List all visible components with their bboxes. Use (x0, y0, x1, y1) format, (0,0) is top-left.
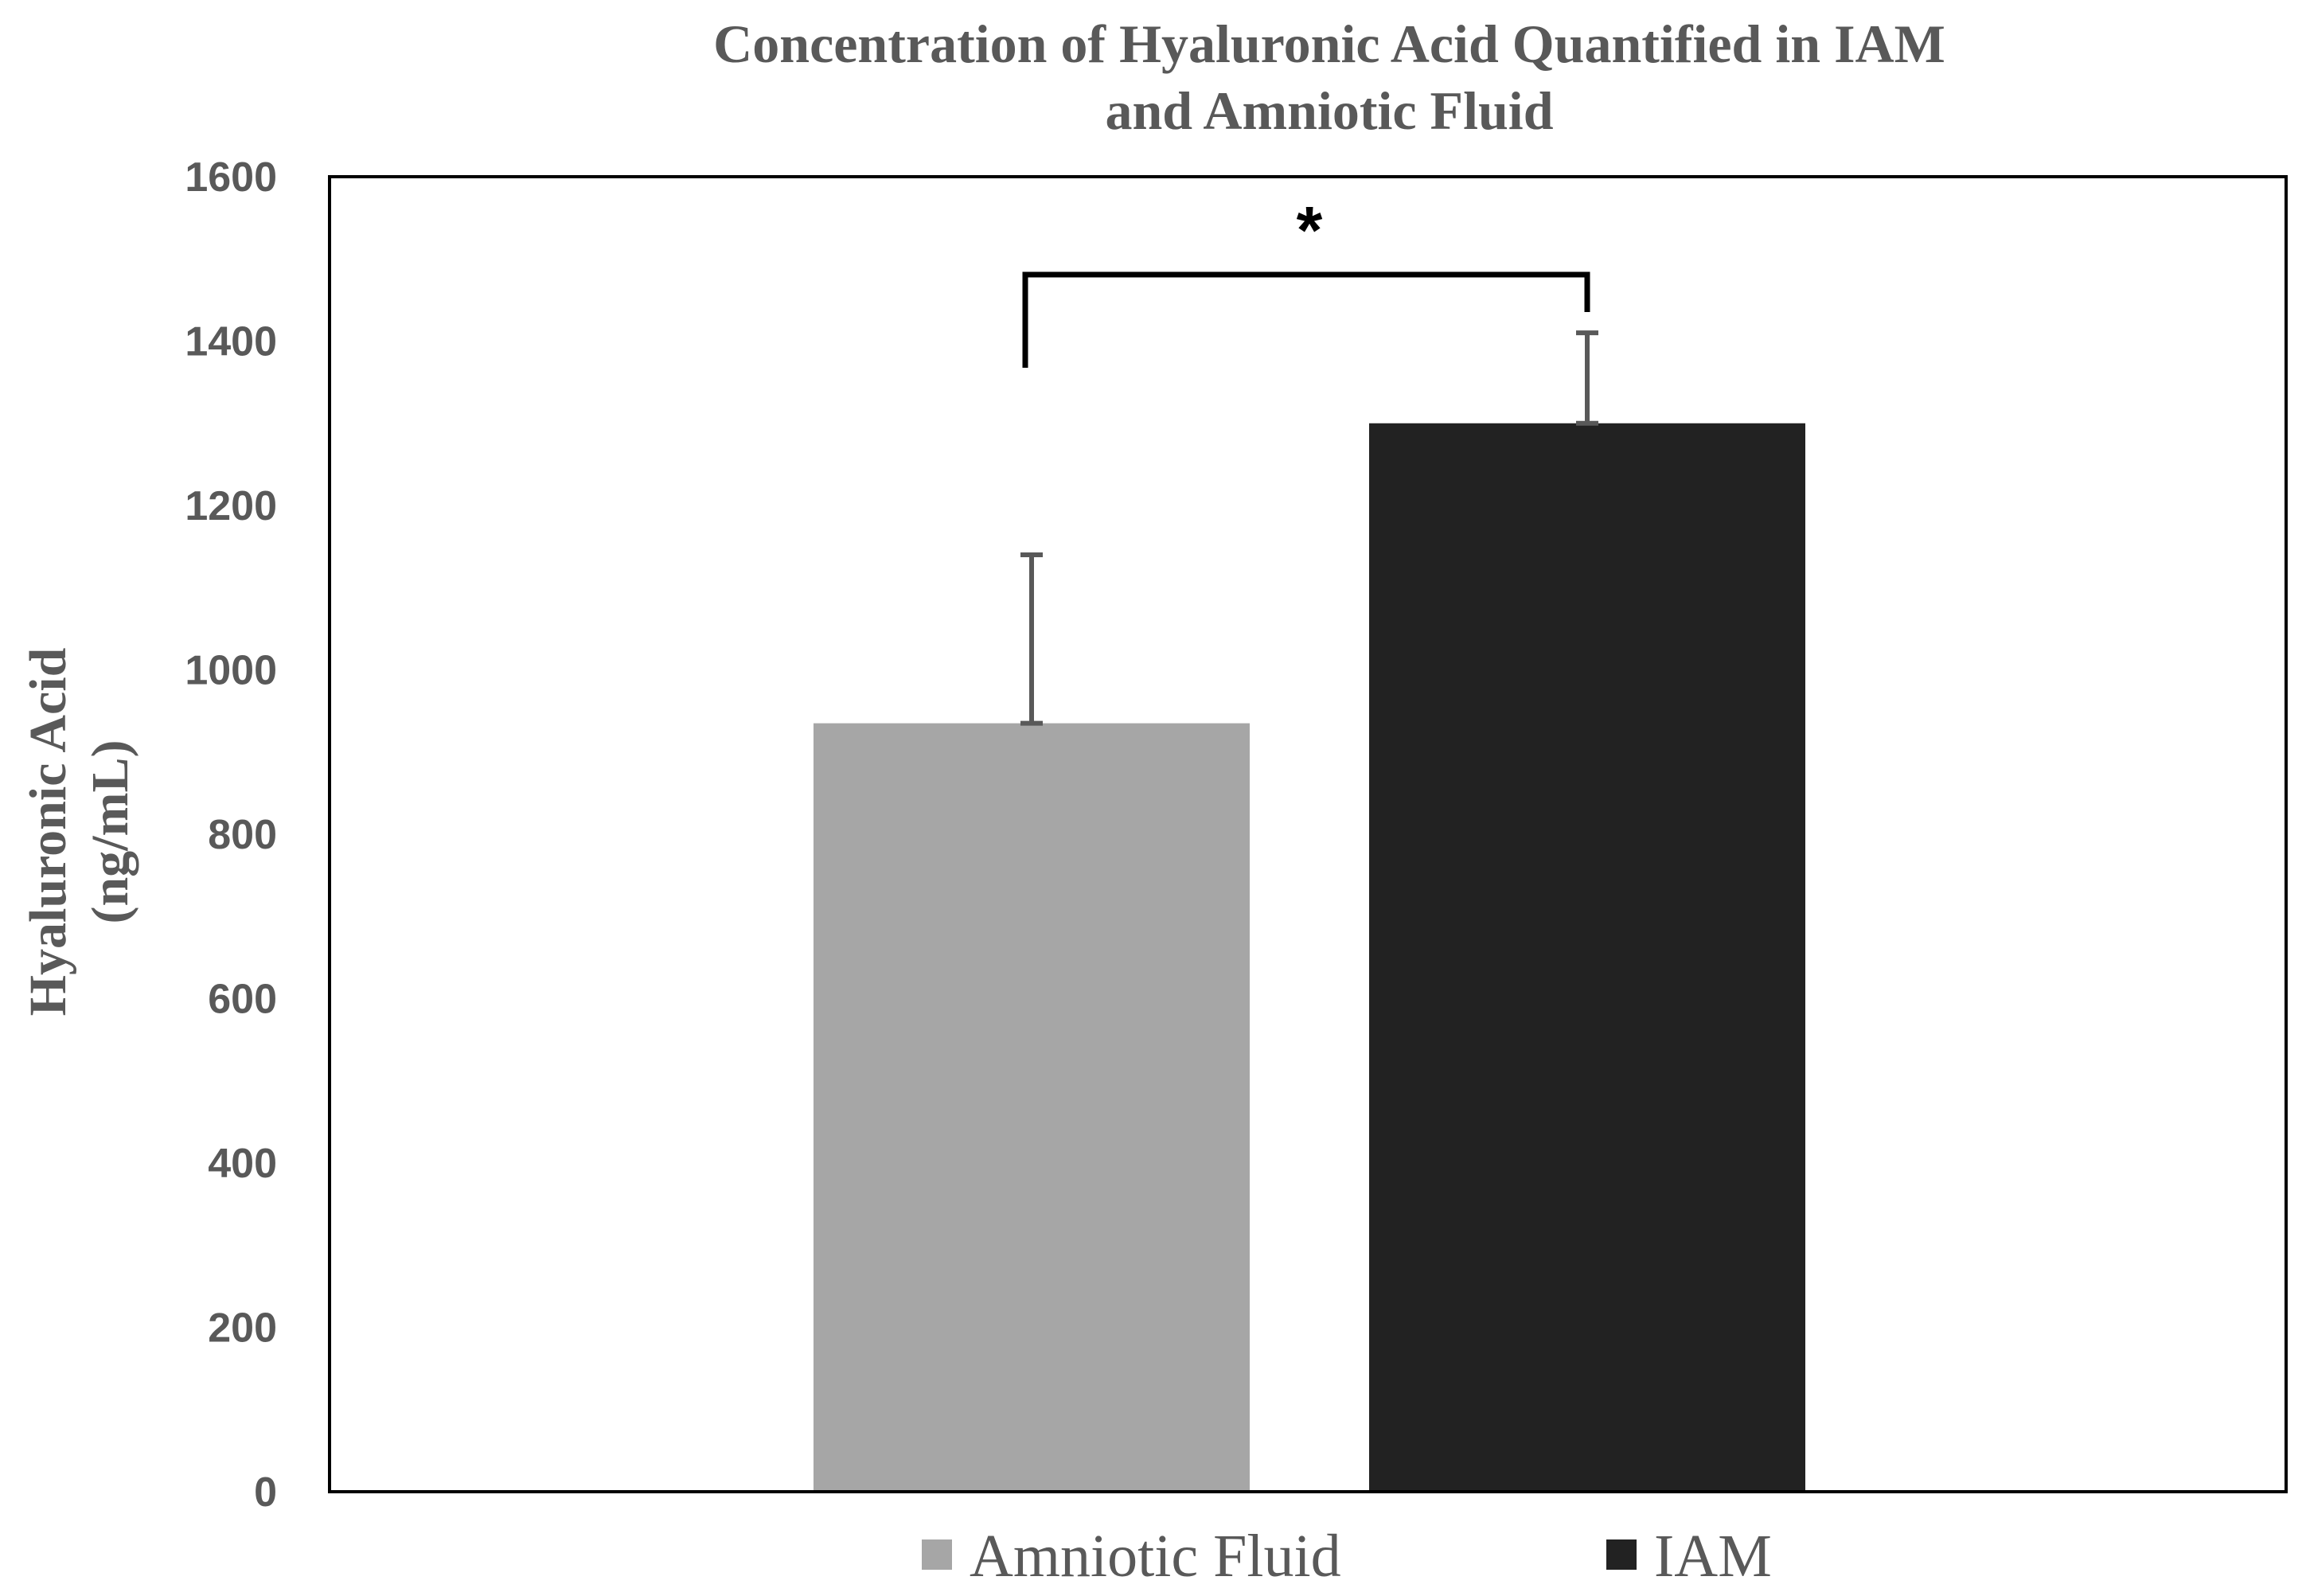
error-bars (1020, 330, 1598, 726)
y-axis-label: Hyaluronic Acid (ng/mL) (19, 648, 139, 1017)
y-tick-label: 0 (254, 1469, 277, 1516)
y-tick-label: 600 (208, 977, 277, 1023)
bar-1 (814, 723, 1250, 1492)
y-axis-label-line-1: Hyaluronic Acid (19, 648, 77, 1017)
bar-2 (1369, 423, 1805, 1492)
y-axis-label-line-2: (ng/mL) (81, 740, 139, 924)
y-axis-ticks: 0 200 400 600 800 1000 1200 1400 1600 (185, 154, 277, 1516)
significance-asterisk: * (1297, 193, 1323, 267)
significance-annotation: * (1022, 193, 1590, 368)
legend-swatch-1 (922, 1539, 952, 1570)
y-tick-label: 1000 (185, 648, 277, 694)
legend-label-2: IAM (1654, 1523, 1772, 1590)
y-tick-label: 1400 (185, 319, 277, 365)
plot-area-frame (328, 175, 2288, 1493)
chart-title-line-2: and Amniotic Fluid (1105, 80, 1553, 141)
legend: Amniotic Fluid IAM (922, 1523, 1772, 1590)
y-tick-label: 1600 (185, 154, 277, 201)
legend-swatch-2 (1606, 1539, 1637, 1570)
y-tick-label: 1200 (185, 483, 277, 529)
chart-title-line-1: Concentration of Hyaluronic Acid Quantif… (713, 14, 1945, 74)
bars (814, 423, 1805, 1492)
y-tick-label: 800 (208, 812, 277, 858)
legend-label-1: Amniotic Fluid (970, 1523, 1341, 1590)
significance-bracket (1022, 271, 1590, 368)
y-tick-label: 400 (208, 1141, 277, 1187)
y-tick-label: 200 (208, 1305, 277, 1352)
